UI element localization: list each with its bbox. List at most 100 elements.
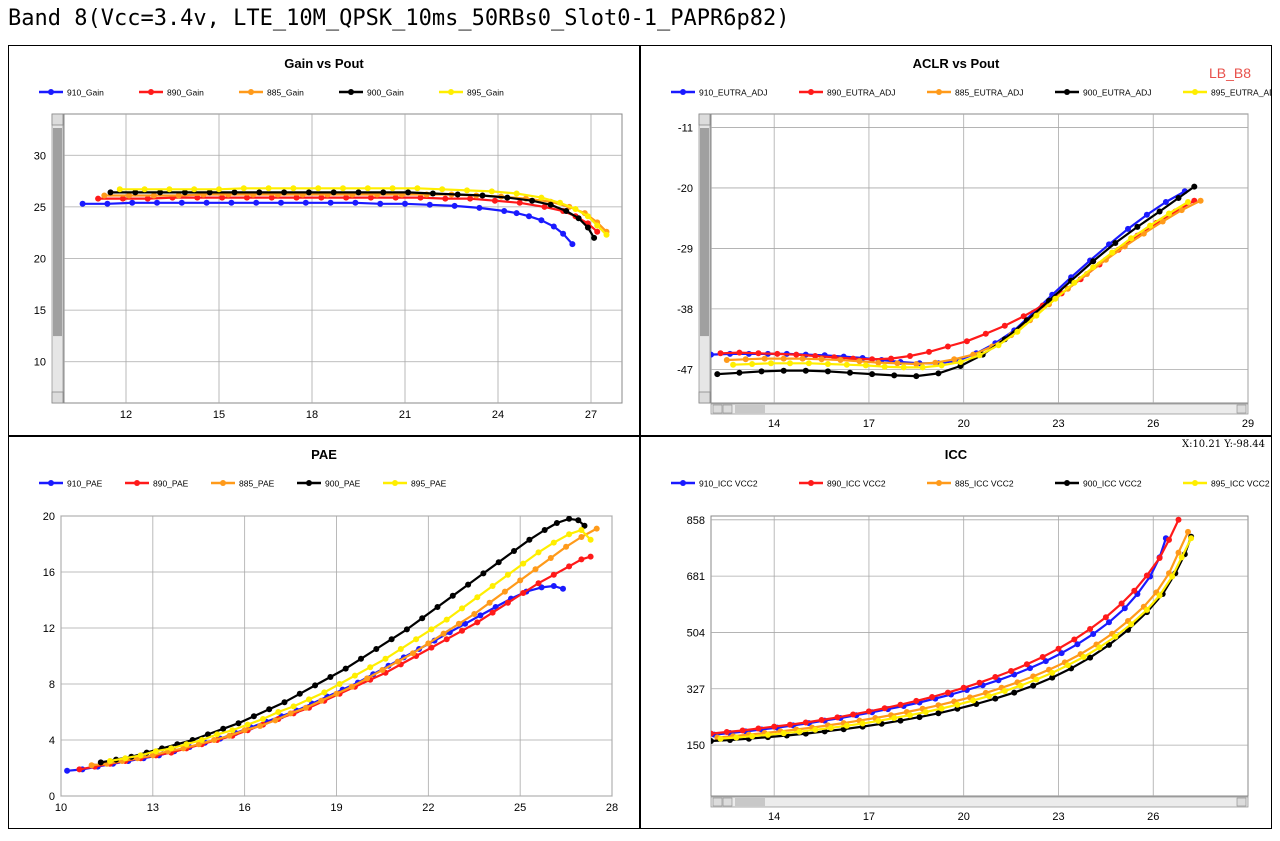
legend-item-900[interactable]: 900_PAE [297, 479, 361, 489]
legend-item-895[interactable]: 895_PAE [383, 479, 447, 489]
vertical-scrollbar[interactable] [698, 113, 711, 404]
cursor-coordinate-readout: X:10.21 Y:-98.44 [1181, 439, 1265, 450]
data-point [575, 517, 582, 524]
data-point [563, 208, 570, 214]
data-point [272, 717, 279, 724]
data-point [875, 717, 882, 724]
legend-item-885[interactable]: 885_EUTRA_ADJ [927, 88, 1024, 98]
legend-item-910[interactable]: 910_EUTRA_ADJ [671, 88, 768, 98]
page-title: Band 8(Vcc=3.4v, LTE_10M_QPSK_10ms_50RBs… [8, 6, 790, 31]
legend-item-910[interactable]: 910_Gain [39, 88, 104, 98]
data-point [1042, 658, 1049, 665]
data-point [449, 592, 456, 599]
legend-item-890[interactable]: 890_EUTRA_ADJ [799, 88, 896, 98]
data-point [970, 697, 977, 704]
data-point [429, 190, 436, 197]
horizontal-scrollbar[interactable] [710, 796, 1249, 808]
data-point [1039, 654, 1046, 660]
x-tick-label: 28 [606, 802, 618, 814]
data-point [321, 689, 328, 696]
icc-chart: ICC 910_ICC VCC2 890_ICC VCC2 885_ICC VCC2 9… [671, 447, 1270, 823]
data-point [464, 187, 470, 194]
data-point [717, 735, 724, 742]
data-point [1071, 279, 1078, 286]
data-point [296, 690, 303, 697]
legend-item-895[interactable]: 895_Gain [439, 88, 504, 98]
data-point [711, 738, 714, 744]
data-point [739, 727, 746, 734]
aclr-chart-title: ACLR vs Pout [913, 56, 1000, 71]
y-tick-label: -29 [677, 243, 693, 255]
data-point [428, 644, 435, 651]
data-point [1071, 636, 1078, 643]
data-point [1197, 197, 1204, 204]
legend-item-890[interactable]: 890_Gain [139, 88, 204, 98]
x-tick-label: 14 [768, 811, 780, 823]
series-895 [717, 535, 1195, 742]
data-point [780, 730, 787, 737]
legend-label: 890_PAE [153, 479, 189, 489]
icc-plot-area[interactable] [710, 515, 1249, 797]
data-point [774, 350, 781, 357]
data-point [907, 353, 913, 359]
data-point [818, 717, 825, 723]
data-point [76, 766, 83, 773]
series-895 [107, 527, 594, 764]
data-point [191, 186, 198, 193]
data-point [856, 358, 863, 365]
data-point [1185, 528, 1191, 535]
data-point [107, 189, 114, 196]
data-point [439, 186, 446, 193]
data-point [1017, 682, 1024, 689]
data-point [178, 199, 185, 206]
legend-item-900[interactable]: 900_ICC VCC2 [1055, 479, 1142, 489]
data-point [355, 189, 362, 196]
band-corner-label: LB_B8 [1209, 65, 1251, 81]
legend-item-895[interactable]: 895_ICC VCC2 [1183, 479, 1270, 489]
legend-item-890[interactable]: 890_ICC VCC2 [799, 479, 886, 489]
legend-item-885[interactable]: 885_Gain [239, 88, 304, 98]
data-point [149, 752, 156, 759]
x-tick-label: 26 [1147, 811, 1159, 823]
y-tick-label: 4 [49, 735, 55, 747]
data-point [250, 713, 257, 720]
y-tick-label: 25 [34, 202, 46, 214]
legend-item-890[interactable]: 890_PAE [125, 479, 189, 489]
data-point [144, 195, 151, 202]
legend-item-910[interactable]: 910_ICC VCC2 [671, 479, 758, 489]
legend-item-900[interactable]: 900_EUTRA_ADJ [1055, 88, 1152, 98]
y-tick-label: -38 [677, 304, 693, 316]
data-point [526, 213, 532, 220]
data-point [824, 368, 831, 375]
data-point [566, 516, 573, 522]
series-910 [79, 199, 576, 248]
data-point [434, 604, 441, 610]
data-point [141, 186, 148, 193]
data-point [1008, 668, 1015, 674]
data-point [957, 359, 964, 365]
data-point [244, 721, 251, 728]
data-point [1166, 536, 1172, 543]
x-tick-label: 14 [768, 418, 780, 430]
legend-item-910[interactable]: 910_PAE [39, 479, 103, 489]
x-tick-label: 13 [147, 802, 159, 814]
y-tick-label: 327 [687, 684, 705, 696]
data-point [869, 356, 876, 363]
legend-item-895[interactable]: 895_EUTRA_ADJ [1183, 88, 1280, 98]
data-point [1185, 199, 1191, 205]
legend-item-900[interactable]: 900_Gain [339, 88, 404, 98]
data-point [723, 357, 730, 363]
legend-item-885[interactable]: 885_PAE [211, 479, 275, 489]
data-point [219, 194, 226, 201]
data-point [358, 655, 364, 662]
data-point [584, 224, 591, 231]
vertical-scrollbar[interactable] [51, 113, 64, 404]
horizontal-scrollbar[interactable] [710, 403, 1249, 415]
data-point [1074, 641, 1081, 648]
data-point [459, 627, 465, 634]
legend-item-885[interactable]: 885_ICC VCC2 [927, 479, 1014, 489]
data-point [944, 343, 951, 350]
data-point [410, 650, 416, 657]
data-point [275, 709, 282, 715]
data-point [802, 719, 809, 726]
